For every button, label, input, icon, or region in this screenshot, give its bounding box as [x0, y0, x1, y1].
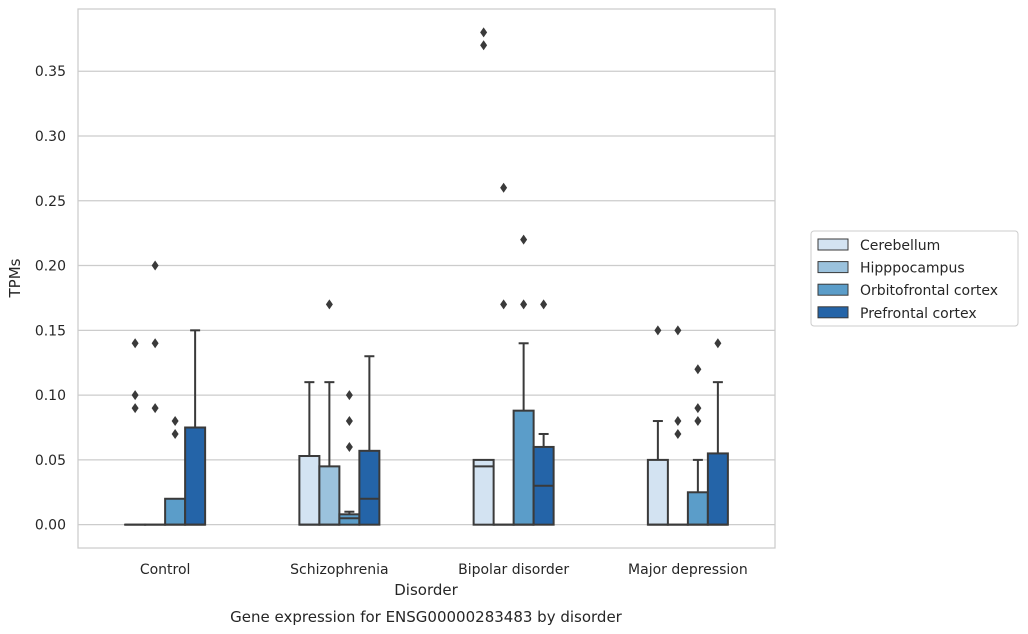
outlier-point: [171, 416, 179, 427]
y-tick-labels: 0.00 0.05 0.10 0.15 0.20 0.25 0.30 0.35: [35, 64, 66, 533]
outlier-point: [520, 234, 528, 245]
outlier-point: [674, 416, 682, 427]
outlier-point: [480, 27, 488, 38]
outlier-point: [345, 416, 353, 427]
box-group: [358, 355, 381, 526]
outlier-point: [131, 403, 139, 414]
outlier-point: [714, 338, 722, 349]
grid-lines: [78, 70, 775, 526]
box-group: [144, 260, 167, 526]
outlier-point: [520, 299, 528, 310]
y-tick-label: 0.10: [35, 388, 66, 404]
outlier-point: [654, 325, 662, 336]
outlier-point: [480, 40, 488, 51]
box-group: [164, 416, 187, 526]
box: [706, 452, 729, 526]
outlier-point: [694, 364, 702, 375]
outlier-point: [151, 403, 159, 414]
y-tick-label: 0.05: [35, 453, 66, 469]
x-tick-label: Schizophrenia: [290, 562, 388, 578]
x-tick-label: Major depression: [628, 562, 748, 578]
y-tick-label: 0.35: [35, 64, 66, 80]
box-group: [706, 338, 729, 526]
x-tick-label: Control: [140, 562, 191, 578]
box: [686, 491, 709, 526]
outlier-point: [500, 299, 508, 310]
box: [164, 497, 187, 526]
outlier-point: [674, 325, 682, 336]
figure-caption: Gene expression for ENSG00000283483 by d…: [230, 608, 623, 626]
box-group: [666, 325, 689, 526]
box: [358, 449, 381, 526]
box: [318, 465, 341, 526]
x-tick-labels: Control Schizophrenia Bipolar disorder Majo…: [140, 562, 748, 578]
box-group: [124, 338, 147, 526]
outlier-point: [345, 390, 353, 401]
y-tick-label: 0.20: [35, 259, 66, 275]
outlier-point: [151, 260, 159, 271]
legend-swatch: [817, 283, 849, 296]
outlier-point: [345, 441, 353, 452]
x-tick-label: Bipolar disorder: [458, 562, 569, 578]
legend-label: Orbitofrontal cortex: [860, 283, 998, 299]
y-tick-label: 0.15: [35, 323, 66, 339]
box-group: [686, 364, 709, 526]
outlier-point: [325, 299, 333, 310]
legend-label: Hipppocampus: [860, 261, 965, 277]
box-group: [492, 182, 515, 526]
legend-swatch: [817, 306, 849, 319]
y-tick-label: 0.00: [35, 518, 66, 534]
box: [184, 426, 207, 526]
x-axis-label: Disorder: [394, 581, 458, 599]
box-marks: [124, 27, 729, 526]
box: [472, 458, 495, 526]
box-group: [184, 329, 207, 526]
box-group: [318, 299, 341, 526]
box-group: [532, 299, 555, 526]
y-tick-label: 0.25: [35, 194, 66, 210]
outlier-point: [694, 403, 702, 414]
outlier-point: [500, 182, 508, 193]
legend-label: Prefrontal cortex: [860, 306, 977, 322]
outlier-point: [131, 338, 139, 349]
legend-frame: [810, 230, 1019, 327]
outlier-point: [151, 338, 159, 349]
box-group: [512, 234, 535, 526]
box-group: [472, 27, 495, 526]
outlier-point: [540, 299, 548, 310]
box: [646, 458, 669, 526]
outlier-point: [131, 390, 139, 401]
y-tick-label: 0.30: [35, 129, 66, 145]
box: [512, 409, 535, 526]
legend: Cerebellum Hipppocampus Orbitofrontal cort…: [810, 230, 1019, 327]
y-axis-label: TPMs: [6, 258, 24, 298]
legend-swatch: [817, 261, 849, 274]
outlier-point: [674, 428, 682, 439]
outlier-point: [694, 416, 702, 427]
box-group: [298, 381, 321, 526]
box: [298, 455, 321, 526]
box-group: [338, 390, 361, 526]
legend-label: Cerebellum: [860, 238, 940, 254]
legend-swatch: [817, 238, 849, 251]
box-group: [646, 325, 669, 526]
box: [338, 513, 361, 526]
plot-area-frame: [77, 8, 776, 549]
outlier-point: [171, 428, 179, 439]
